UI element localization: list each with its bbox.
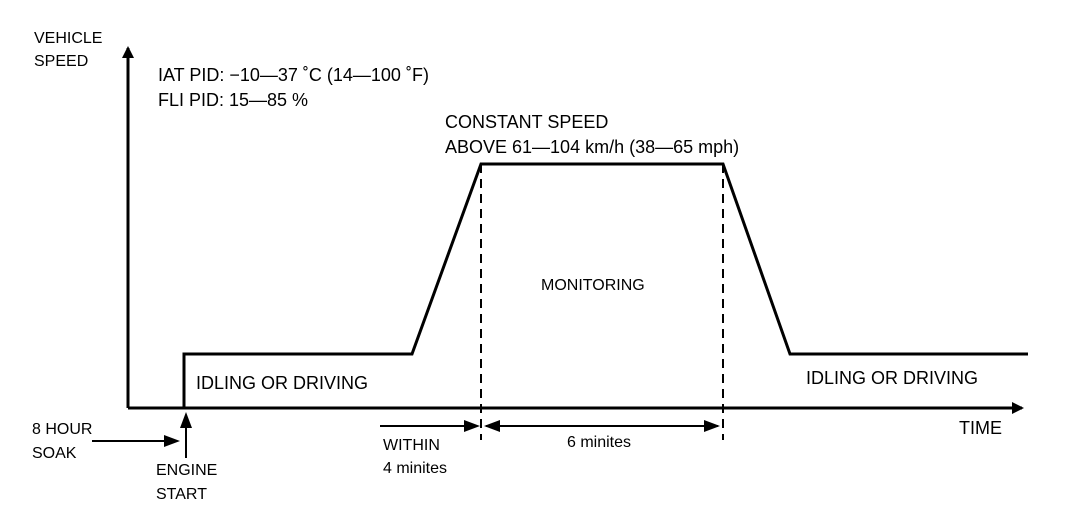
constant-speed-range: ABOVE 61—104 km/h (38—65 mph) <box>445 137 739 157</box>
within-arrow-head <box>464 420 480 432</box>
constant-speed-label: CONSTANT SPEED <box>445 112 608 132</box>
x-axis-label: TIME <box>959 418 1002 438</box>
soak-label-line1: 8 HOUR <box>32 421 92 438</box>
soak-label-line2: SOAK <box>32 445 77 462</box>
engine-start-label-line1: ENGINE <box>156 462 217 479</box>
monitoring-label: MONITORING <box>541 277 645 294</box>
soak-arrow-head <box>164 435 180 447</box>
fli-condition: FLI PID: 15—85 % <box>158 90 308 110</box>
duration-arrow-left-head <box>484 420 500 432</box>
within-label-line2: 4 minites <box>383 460 447 477</box>
iat-condition: IAT PID: −10—37 ˚C (14—100 ˚F) <box>158 65 429 85</box>
within-label-line1: WITHIN <box>383 437 440 454</box>
idling-right-label: IDLING OR DRIVING <box>806 368 978 388</box>
y-axis-label-line2: SPEED <box>34 53 88 70</box>
engine-start-label-line2: START <box>156 486 207 503</box>
y-axis-label-line1: VEHICLE <box>34 30 102 47</box>
engine-start-arrow-head <box>180 412 192 428</box>
duration-arrow-right-head <box>704 420 720 432</box>
duration-label: 6 minites <box>567 434 631 451</box>
idling-left-label: IDLING OR DRIVING <box>196 373 368 393</box>
